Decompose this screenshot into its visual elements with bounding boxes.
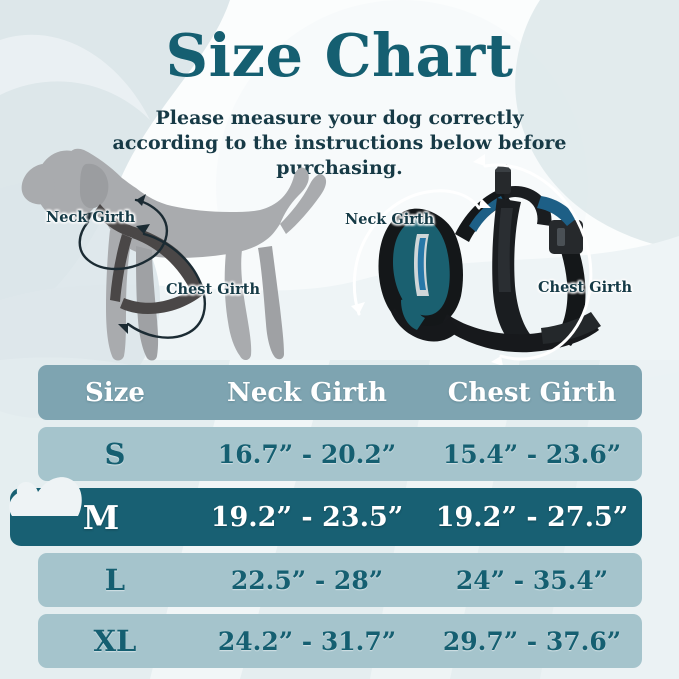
column-header-size: Size <box>85 377 145 408</box>
chest-value: 24” - 35.4” <box>455 565 609 595</box>
harness-neck-girth-label: Neck Girth <box>345 211 435 228</box>
neck-value: 16.7” - 20.2” <box>217 439 397 469</box>
neck-value: 22.5” - 28” <box>230 565 384 595</box>
neck-value: 19.2” - 23.5” <box>210 501 404 533</box>
chest-value: 15.4” - 23.6” <box>442 439 622 469</box>
chest-value: 19.2” - 27.5” <box>435 501 629 533</box>
size-value: L <box>104 563 126 597</box>
table-row-s[interactable]: S 16.7” - 20.2” 15.4” - 23.6” <box>38 427 642 481</box>
size-value: M <box>82 497 120 537</box>
column-header-neck-girth: Neck Girth <box>227 377 387 408</box>
dog-silhouette-diagram <box>14 138 334 366</box>
page-title: Size Chart <box>165 21 514 90</box>
dog-chest-girth-label: Chest Girth <box>166 281 260 298</box>
table-row-xl[interactable]: XL 24.2” - 31.7” 29.7” - 37.6” <box>38 614 642 668</box>
size-value: S <box>104 437 126 471</box>
page-subtitle: Please measure your dog correctly accord… <box>112 107 567 180</box>
dog-harness-product-photo <box>345 150 670 368</box>
column-header-chest-girth: Chest Girth <box>447 377 617 408</box>
table-row-l[interactable]: L 22.5” - 28” 24” - 35.4” <box>38 553 642 607</box>
dog-neck-girth-label: Neck Girth <box>46 209 136 226</box>
harness-chest-girth-label: Chest Girth <box>538 279 632 296</box>
chest-value: 29.7” - 37.6” <box>442 626 622 656</box>
size-table: Size Neck Girth Chest Girth S 16.7” - 20… <box>9 365 642 675</box>
table-row-m-highlighted[interactable]: M 19.2” - 23.5” 19.2” - 27.5” <box>9 477 642 546</box>
table-header-row: Size Neck Girth Chest Girth <box>38 365 642 420</box>
neck-value: 24.2” - 31.7” <box>217 626 397 656</box>
size-value: XL <box>93 624 137 658</box>
